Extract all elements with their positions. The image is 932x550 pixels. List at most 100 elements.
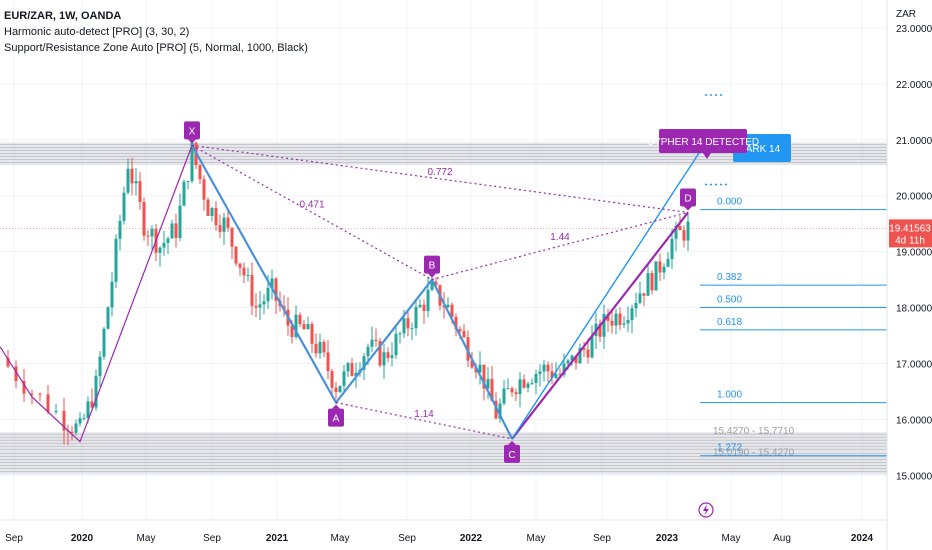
xb-ratio-line: [191, 144, 433, 281]
last-price-value: 19.41563: [889, 223, 931, 234]
candle-body: [426, 289, 430, 311]
candle-body: [462, 330, 466, 338]
candle-body: [422, 304, 426, 311]
candle-body: [142, 202, 146, 236]
candle-body: [502, 388, 506, 404]
candle-body: [38, 393, 42, 395]
indicator-harmonic[interactable]: Harmonic auto-detect [PRO] (3, 30, 2): [4, 26, 190, 38]
candle-body: [654, 261, 658, 291]
candle-body: [242, 267, 246, 276]
candle-body: [362, 356, 366, 370]
point-label-d: D: [684, 193, 691, 204]
candle-body: [646, 273, 650, 296]
candle-body: [546, 364, 550, 372]
candle-body: [334, 387, 338, 393]
point-marker-c[interactable]: [504, 444, 520, 463]
x-tick-label: Sep: [398, 533, 416, 544]
shark-projection-leg: [511, 144, 705, 440]
candle-body: [70, 431, 74, 433]
candle-body: [266, 287, 270, 302]
candle-body: [246, 274, 250, 276]
candle-body: [330, 371, 334, 388]
candle-body: [226, 217, 230, 228]
point-marker-x[interactable]: [184, 121, 200, 140]
candle-body: [106, 307, 110, 329]
candle-body: [22, 381, 26, 394]
cypher-badge[interactable]: [659, 129, 747, 153]
candle-body: [442, 305, 446, 308]
y-tick-label: 17.00000: [896, 359, 932, 370]
candle-body: [534, 374, 538, 383]
x-tick-label: 2020: [71, 533, 94, 544]
candle-body: [234, 246, 238, 264]
point-label-a: A: [333, 414, 340, 425]
candle-body: [618, 313, 622, 325]
x-tick-label: May: [137, 533, 156, 544]
y-tick-label: 20.00000: [896, 192, 932, 203]
candle-body: [514, 392, 518, 395]
candle-body: [82, 418, 86, 420]
fib-level-label: 0.618: [717, 317, 742, 328]
candle-body: [138, 181, 142, 203]
candle-body: [166, 238, 170, 243]
candle-body: [114, 238, 118, 282]
candle-body: [202, 179, 206, 200]
countdown-label: 4d 11h: [895, 235, 925, 246]
xd-ratio-line: [191, 144, 689, 214]
candle-body: [586, 349, 590, 358]
x-tick-label: 2023: [656, 533, 679, 544]
candle-body: [506, 388, 510, 390]
symbol-title[interactable]: EUR/ZAR, 1W, OANDA: [4, 10, 122, 22]
candle-body: [162, 242, 166, 248]
point-marker-d[interactable]: [680, 188, 696, 207]
candle-body: [290, 325, 294, 337]
candle-body: [682, 230, 686, 241]
x-tick-label: 2021: [266, 533, 289, 544]
candle-body: [498, 403, 502, 419]
candle-body: [482, 364, 486, 389]
candle-body: [430, 281, 434, 290]
shark-badge[interactable]: [733, 134, 791, 162]
candle-body: [658, 261, 662, 273]
candle-body: [458, 329, 462, 331]
candle-body: [14, 366, 18, 382]
prior-swing-line: [0, 145, 193, 443]
x-tick-label: May: [527, 533, 546, 544]
lightning-icon-bolt: [703, 504, 709, 516]
candle-body: [102, 328, 106, 357]
candle-body: [530, 382, 534, 384]
candle-body: [554, 374, 558, 378]
point-marker-a[interactable]: [328, 408, 344, 427]
fib-level-label: 1.000: [717, 390, 742, 401]
point-label-c: C: [508, 450, 515, 461]
candle-body: [294, 314, 298, 337]
candle-body: [614, 313, 618, 326]
candle-body: [582, 347, 586, 350]
indicator-sr-zone[interactable]: Support/Resistance Zone Auto [PRO] (5, N…: [4, 42, 308, 54]
candle-body: [630, 308, 634, 321]
candle-body: [662, 266, 666, 273]
candle-body: [30, 393, 34, 395]
point-marker-b[interactable]: [424, 255, 440, 274]
candle-body: [46, 394, 50, 413]
sr-zones: 15.4270 - 15.7710 15.0190 - 15.4270: [0, 142, 887, 475]
candle-body: [566, 360, 570, 364]
candle-body: [370, 339, 374, 347]
candle-body: [350, 363, 354, 376]
point-label-x: X: [189, 126, 196, 137]
ratio-label: 0.772: [427, 167, 452, 178]
candle-body: [406, 318, 410, 329]
candle-body: [170, 223, 174, 239]
candle-body: [62, 410, 66, 431]
bd-ratio-line: [431, 211, 689, 281]
candle-body: [366, 346, 370, 357]
candle-body: [526, 383, 530, 388]
candle-body: [518, 379, 522, 395]
candle-body: [78, 418, 82, 424]
ratio-label: 1.14: [414, 409, 434, 420]
candle-body: [98, 356, 102, 377]
candle-body: [486, 378, 490, 389]
y-tick-label: 18.00000: [896, 304, 932, 315]
